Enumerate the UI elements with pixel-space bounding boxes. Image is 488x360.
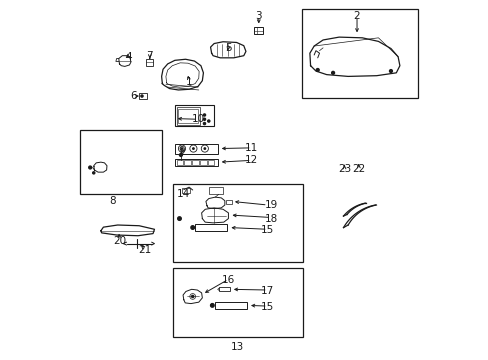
Text: 6: 6 xyxy=(130,91,137,101)
Text: 11: 11 xyxy=(244,143,258,153)
Text: 17: 17 xyxy=(261,286,274,296)
Text: 16: 16 xyxy=(222,275,235,285)
Bar xyxy=(139,93,147,99)
Circle shape xyxy=(207,120,209,122)
Bar xyxy=(176,108,200,125)
Circle shape xyxy=(141,95,143,97)
Circle shape xyxy=(203,122,205,125)
Text: 20: 20 xyxy=(113,236,126,246)
Bar xyxy=(215,302,247,309)
Text: 18: 18 xyxy=(264,214,277,224)
Text: 19: 19 xyxy=(264,200,277,210)
Text: 4: 4 xyxy=(125,52,131,62)
Text: 1: 1 xyxy=(185,77,192,87)
Circle shape xyxy=(210,303,214,307)
Text: 5: 5 xyxy=(224,43,231,53)
Circle shape xyxy=(181,148,183,149)
Bar xyxy=(301,9,417,98)
Circle shape xyxy=(179,154,182,157)
Bar xyxy=(200,160,206,165)
Text: 8: 8 xyxy=(109,197,115,206)
Text: 14: 14 xyxy=(177,189,190,199)
Bar xyxy=(195,224,227,231)
Text: 15: 15 xyxy=(261,225,274,235)
Circle shape xyxy=(203,114,205,116)
Circle shape xyxy=(316,68,319,71)
Bar xyxy=(254,27,263,34)
Bar xyxy=(80,130,162,194)
Circle shape xyxy=(203,148,205,149)
Text: 9: 9 xyxy=(178,147,185,157)
Circle shape xyxy=(192,148,194,149)
Text: 12: 12 xyxy=(244,156,258,165)
Circle shape xyxy=(203,118,205,120)
Text: 13: 13 xyxy=(230,342,244,352)
Bar xyxy=(173,184,303,262)
Text: 23: 23 xyxy=(337,164,350,174)
Circle shape xyxy=(93,172,95,174)
Bar xyxy=(175,105,214,126)
Bar xyxy=(219,287,230,292)
Bar xyxy=(176,160,183,165)
Circle shape xyxy=(190,226,194,229)
Bar xyxy=(175,158,217,166)
Circle shape xyxy=(191,296,193,297)
Bar xyxy=(175,144,217,154)
Text: 21: 21 xyxy=(138,245,151,255)
Text: 10: 10 xyxy=(191,114,204,124)
Bar xyxy=(225,200,231,204)
Circle shape xyxy=(88,166,91,169)
Text: 15: 15 xyxy=(261,302,274,312)
Bar xyxy=(184,160,190,165)
Bar xyxy=(182,188,190,193)
Text: 2: 2 xyxy=(353,11,360,21)
Circle shape xyxy=(389,69,391,72)
Bar xyxy=(146,59,153,66)
Bar xyxy=(208,187,223,194)
Bar xyxy=(173,267,303,337)
Text: 7: 7 xyxy=(146,51,153,61)
Text: 3: 3 xyxy=(255,11,262,21)
Text: 22: 22 xyxy=(351,164,365,174)
Bar xyxy=(207,160,214,165)
Bar xyxy=(178,109,198,123)
Circle shape xyxy=(177,217,181,220)
Bar xyxy=(192,160,198,165)
Circle shape xyxy=(331,71,334,74)
